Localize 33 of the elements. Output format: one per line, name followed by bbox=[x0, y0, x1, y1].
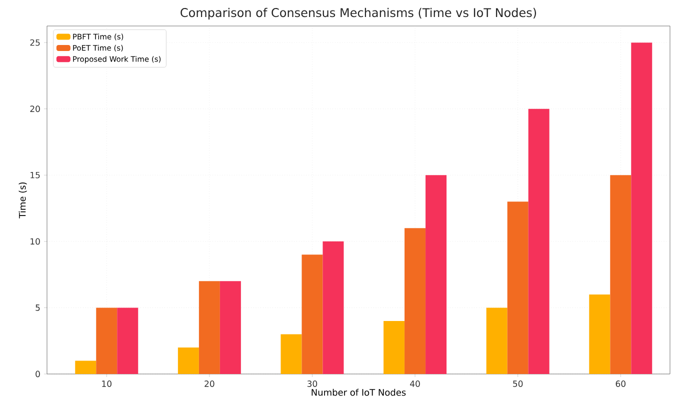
bar bbox=[631, 42, 652, 374]
bar bbox=[280, 334, 302, 374]
bar bbox=[198, 281, 220, 374]
y-tick-label: 20 bbox=[30, 106, 40, 112]
bar bbox=[220, 281, 241, 374]
bar bbox=[322, 241, 344, 374]
y-tick-label: 25 bbox=[30, 39, 40, 46]
y-tick-label: 0 bbox=[36, 370, 40, 378]
x-tick-label: 20 bbox=[204, 380, 214, 387]
bar bbox=[384, 320, 405, 374]
chart-title: Comparison of Consensus Mechanisms (Time vs IoT Nodes) bbox=[180, 8, 536, 20]
bar bbox=[486, 308, 508, 374]
bar bbox=[302, 254, 323, 374]
y-tick-label: 15 bbox=[30, 172, 40, 178]
bar bbox=[528, 108, 550, 374]
bar bbox=[610, 175, 632, 374]
x-tick-label: 30 bbox=[307, 380, 318, 387]
x-axis-title: Number of IoT Nodes bbox=[312, 388, 406, 396]
x-tick-label: 60 bbox=[616, 380, 626, 387]
bar bbox=[75, 360, 96, 374]
x-tick-label: 10 bbox=[102, 380, 112, 387]
x-tick-label: 40 bbox=[410, 380, 420, 387]
x-tick-label: 50 bbox=[513, 380, 523, 387]
bar bbox=[426, 175, 447, 374]
bar bbox=[178, 347, 199, 374]
y-axis-title: Time (s) bbox=[18, 182, 27, 218]
y-tick-label: 5 bbox=[36, 304, 40, 311]
bar bbox=[507, 202, 528, 374]
bar bbox=[96, 308, 118, 374]
bar bbox=[117, 308, 138, 374]
y-tick-label: 10 bbox=[30, 238, 40, 245]
bar bbox=[404, 228, 426, 374]
bar bbox=[589, 294, 610, 374]
